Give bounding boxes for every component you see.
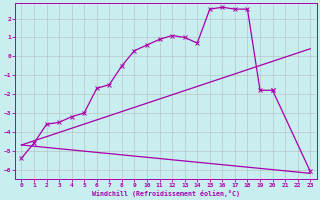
X-axis label: Windchill (Refroidissement éolien,°C): Windchill (Refroidissement éolien,°C) [92,190,240,197]
